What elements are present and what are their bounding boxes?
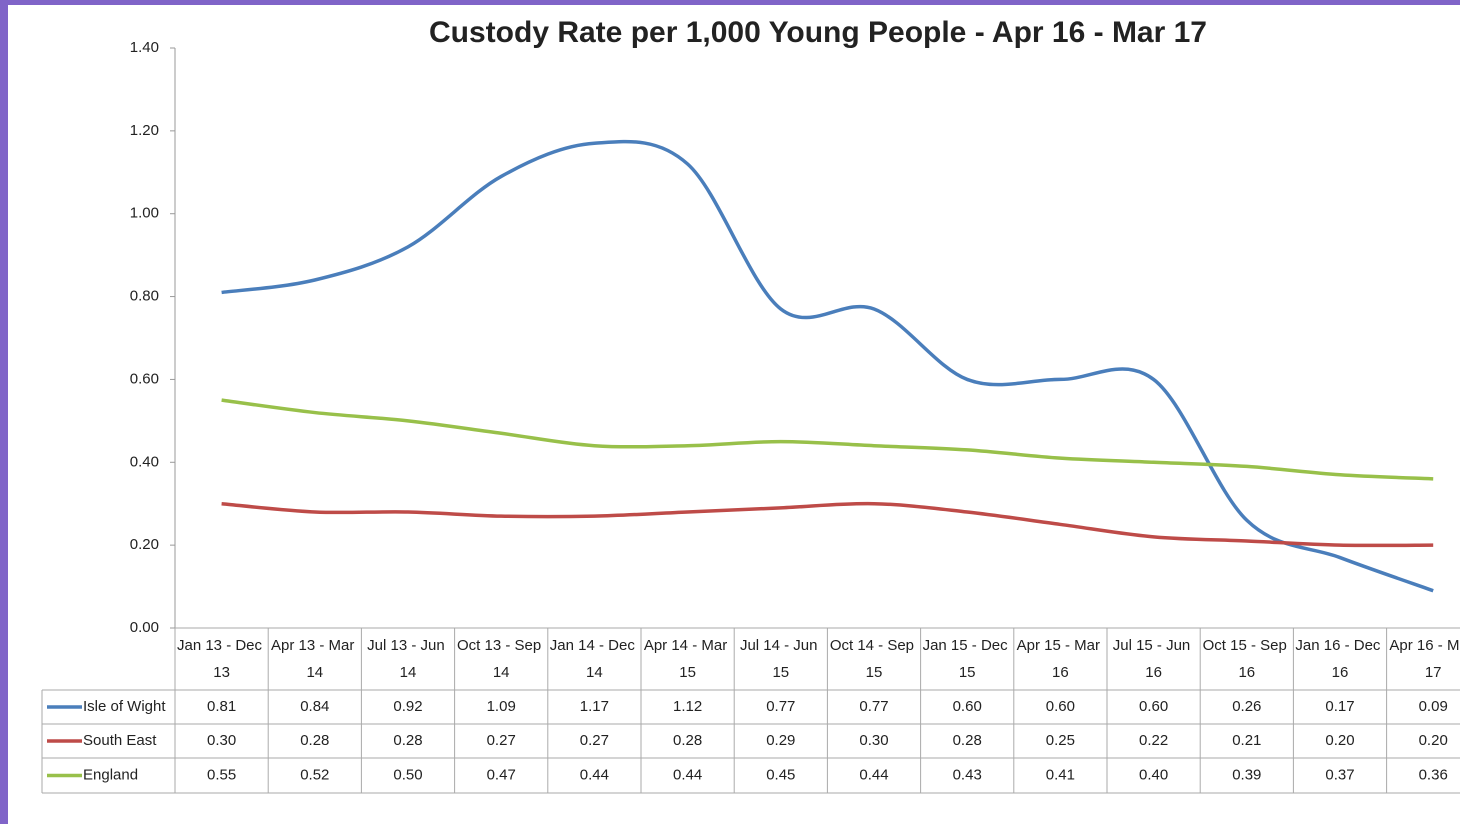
x-tick-label: Apr 13 - Mar 14 xyxy=(271,637,359,681)
table-value: 0.55 xyxy=(207,766,236,783)
y-tick-label: 0.00 xyxy=(130,619,159,636)
table-value: 0.92 xyxy=(393,698,422,715)
table-value: 0.26 xyxy=(1232,698,1261,715)
table-value: 0.25 xyxy=(1046,732,1075,749)
table-value: 1.17 xyxy=(580,698,609,715)
table-value: 1.09 xyxy=(487,698,516,715)
table-value: 0.50 xyxy=(393,766,422,783)
x-tick-label: Jul 14 - Jun 15 xyxy=(740,637,822,681)
y-tick-label: 0.80 xyxy=(130,288,159,305)
table-value: 0.44 xyxy=(673,766,702,783)
table-value: 0.30 xyxy=(859,732,888,749)
table-value: 0.81 xyxy=(207,698,236,715)
table-value: 0.21 xyxy=(1232,732,1261,749)
table-value: 0.17 xyxy=(1325,698,1354,715)
y-tick-label: 1.40 xyxy=(130,39,159,56)
table-value: 0.37 xyxy=(1325,766,1354,783)
border-left xyxy=(0,0,8,824)
table-value: 0.77 xyxy=(766,698,795,715)
table-value: 0.20 xyxy=(1419,732,1448,749)
x-tick-label: Jan 13 - Dec 13 xyxy=(177,637,266,681)
table-value: 0.29 xyxy=(766,732,795,749)
series-line xyxy=(221,139,1434,593)
table-value: 0.44 xyxy=(580,766,609,783)
table-value: 0.45 xyxy=(766,766,795,783)
table-value: 0.36 xyxy=(1419,766,1448,783)
table-value: 0.84 xyxy=(300,698,329,715)
table-value: 0.41 xyxy=(1046,766,1075,783)
table-value: 0.44 xyxy=(859,766,888,783)
y-tick-label: 0.20 xyxy=(130,536,159,553)
table-value: 0.47 xyxy=(487,766,516,783)
chart-title: Custody Rate per 1,000 Young People - Ap… xyxy=(429,16,1207,49)
y-tick-label: 1.00 xyxy=(130,205,159,222)
table-value: 0.43 xyxy=(953,766,982,783)
series-line xyxy=(221,501,1434,548)
table-value: 0.40 xyxy=(1139,766,1168,783)
x-tick-label: Oct 15 - Sep 16 xyxy=(1203,637,1291,681)
table-value: 0.60 xyxy=(1139,698,1168,715)
table-value: 0.28 xyxy=(953,732,982,749)
x-tick-label: Oct 14 - Sep 15 xyxy=(830,637,918,681)
x-tick-label: Jul 15 - Jun 16 xyxy=(1113,637,1195,681)
table-value: 0.22 xyxy=(1139,732,1168,749)
table-value: 0.60 xyxy=(1046,698,1075,715)
table-value: 0.27 xyxy=(580,732,609,749)
x-tick-label: Apr 15 - Mar 16 xyxy=(1017,637,1105,681)
border-top xyxy=(0,0,1460,5)
y-tick-label: 0.40 xyxy=(130,453,159,470)
table-value: 0.52 xyxy=(300,766,329,783)
series-line xyxy=(221,398,1434,481)
table-value: 0.28 xyxy=(300,732,329,749)
y-tick-label: 1.20 xyxy=(130,122,159,139)
x-tick-label: Oct 13 - Sep 14 xyxy=(457,637,545,681)
x-tick-label: Jan 16 - Dec 16 xyxy=(1295,637,1384,681)
table-value: 1.12 xyxy=(673,698,702,715)
table-value: 0.30 xyxy=(207,732,236,749)
table-value: 0.77 xyxy=(859,698,888,715)
legend-label: Isle of Wight xyxy=(83,698,166,715)
x-tick-label: Apr 14 - Mar 15 xyxy=(644,637,732,681)
table-value: 0.20 xyxy=(1325,732,1354,749)
table-value: 0.28 xyxy=(673,732,702,749)
x-tick-label: Jan 15 - Dec 15 xyxy=(923,637,1012,681)
table-value: 0.09 xyxy=(1419,698,1448,715)
y-tick-label: 0.60 xyxy=(130,370,159,387)
x-tick-label: Jan 14 - Dec 14 xyxy=(550,637,639,681)
x-tick-label: Jul 13 - Jun 14 xyxy=(367,637,449,681)
legend-label: England xyxy=(83,766,138,783)
table-value: 0.28 xyxy=(393,732,422,749)
x-tick-label: Apr 16 - Mar 17 xyxy=(1389,637,1460,681)
table-value: 0.39 xyxy=(1232,766,1261,783)
legend-label: South East xyxy=(83,732,157,749)
table-value: 0.27 xyxy=(487,732,516,749)
table-value: 0.60 xyxy=(953,698,982,715)
